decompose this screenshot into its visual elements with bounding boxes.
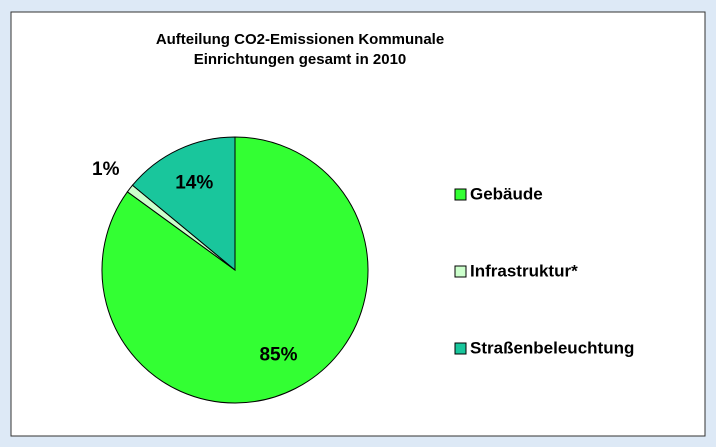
- legend-label: Infrastruktur*: [470, 261, 578, 280]
- legend-label: Gebäude: [470, 184, 543, 203]
- legend-swatch: [454, 265, 467, 278]
- data-label: 14%: [175, 172, 213, 193]
- pie-slice: [131, 136, 236, 272]
- legend-swatch: [454, 342, 467, 355]
- chart-title: Aufteilung CO2-Emissionen Kommunale: [156, 31, 444, 48]
- data-label: 85%: [259, 344, 297, 365]
- legend-swatch: [454, 188, 467, 201]
- chart-title: Einrichtungen gesamt in 2010: [194, 51, 407, 68]
- data-label: 1%: [92, 159, 120, 180]
- legend-label: Straßenbeleuchtung: [470, 338, 634, 357]
